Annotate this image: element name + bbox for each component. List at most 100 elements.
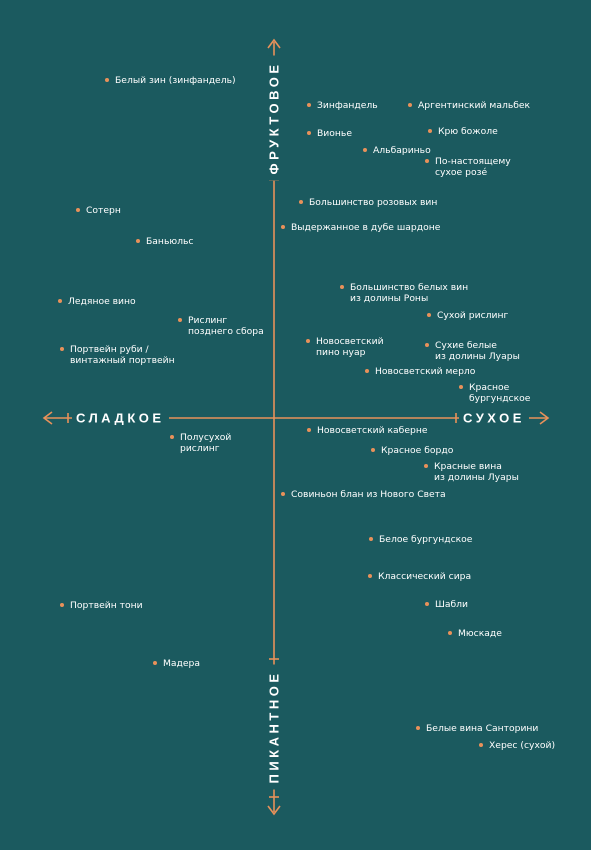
wine-label: Херес (сухой): [479, 740, 556, 751]
wine-label: Новосветский мерло: [365, 366, 476, 377]
bullet-dot-icon: [459, 385, 463, 389]
wine-name-line: Новосветский: [316, 336, 384, 347]
bullet-dot-icon: [424, 464, 428, 468]
wine-name-line: Белое бургундское: [379, 534, 473, 545]
wine-label: Красное бордо: [371, 445, 454, 456]
wine-name-line: бургундское: [469, 393, 531, 405]
wine-label: Мадера: [153, 658, 201, 669]
bullet-dot-icon: [299, 200, 303, 204]
wine-name-line: из долины Луары: [434, 472, 519, 484]
wine-name-line: Херес (сухой): [489, 740, 556, 751]
bullet-dot-icon: [281, 225, 285, 229]
wine-name-line: Портвейн тони: [70, 600, 143, 611]
axis-label-fruity: ФРУКТОВОЕ: [267, 55, 282, 181]
wine-label: Новосветский пино нуар: [306, 336, 384, 359]
wine-label: Крю божоле: [428, 126, 498, 137]
wine-name-line: из долины Роны: [350, 293, 429, 305]
wine-name-line: Красное бордо: [381, 445, 454, 456]
wine-name-line: пино нуар: [316, 347, 366, 359]
up-arrow-icon: [267, 38, 281, 49]
axis-label-dry: СУХОЕ: [459, 411, 529, 425]
bullet-dot-icon: [369, 537, 373, 541]
wine-name-line: Крю божоле: [438, 126, 498, 137]
bullet-dot-icon: [371, 448, 375, 452]
wine-name-line: Красное: [469, 382, 510, 393]
wine-name-line: Шабли: [435, 599, 468, 610]
wine-name-line: Мюскаде: [458, 628, 502, 639]
wine-label: Зинфандель: [307, 100, 378, 111]
wine-name-line: Большинство розовых вин: [309, 197, 438, 208]
wine-name-line: Классический сира: [378, 571, 472, 582]
bullet-dot-icon: [153, 661, 157, 665]
bullet-dot-icon: [281, 492, 285, 496]
wine-name-line: Сухие белые: [435, 340, 497, 351]
bullet-dot-icon: [363, 148, 367, 152]
bullet-dot-icon: [368, 574, 372, 578]
wine-label: Баньюльс: [136, 236, 193, 247]
wine-name-line: винтажный портвейн: [70, 355, 175, 367]
bullet-dot-icon: [105, 78, 109, 82]
wine-label: Рислинг позднего сбора: [178, 315, 264, 338]
wine-name-line: Вионье: [317, 128, 352, 139]
wine-name-line: позднего сбора: [188, 326, 264, 338]
wine-name-line: рислинг: [180, 443, 220, 455]
right-arrow-icon: [539, 411, 550, 425]
wine-name-line: Рислинг: [188, 315, 228, 326]
bullet-dot-icon: [365, 369, 369, 373]
wine-name-line: Сотерн: [86, 205, 121, 216]
left-arrow-icon: [42, 411, 53, 425]
bullet-dot-icon: [306, 339, 310, 343]
wine-label: Белое бургундское: [369, 534, 473, 545]
wine-name-line: Новосветский каберне: [317, 425, 428, 436]
bullet-dot-icon: [340, 285, 344, 289]
wine-name-line: Совиньон блан из Нового Света: [291, 489, 446, 500]
wine-label: Сухой рислинг: [427, 310, 509, 321]
bullet-dot-icon: [416, 726, 420, 730]
wine-label: Мюскаде: [448, 628, 502, 639]
bullet-dot-icon: [76, 208, 80, 212]
bullet-dot-icon: [60, 347, 64, 351]
wine-name-line: Мадера: [163, 658, 201, 669]
wine-label: Большинство белых вин из долины Роны: [340, 282, 469, 305]
wine-name-line: Ледяное вино: [68, 296, 136, 307]
bullet-dot-icon: [60, 603, 64, 607]
wine-name-line: сухое розé: [435, 167, 488, 179]
bullet-dot-icon: [136, 239, 140, 243]
wine-name-line: Красные вина: [434, 461, 502, 472]
wine-label: Новосветский каберне: [307, 425, 428, 436]
bullet-dot-icon: [425, 159, 429, 163]
wine-name-line: Аргентинский мальбек: [418, 100, 531, 111]
wine-label: Белые вина Санторини: [416, 723, 539, 734]
wine-label: Красные вина из долины Луары: [424, 461, 519, 484]
bullet-dot-icon: [448, 631, 452, 635]
wine-label: Аргентинский мальбек: [408, 100, 531, 111]
wine-name-line: Белые вина Санторини: [426, 723, 539, 734]
wine-name-line: Полусухой: [180, 432, 232, 443]
wine-name-line: Портвейн руби /: [70, 344, 149, 355]
wine-name-line: Большинство белых вин: [350, 282, 469, 293]
wine-name-line: Сухой рислинг: [437, 310, 509, 321]
wine-name-line: из долины Луары: [435, 351, 520, 363]
bullet-dot-icon: [428, 129, 432, 133]
wine-label: Шабли: [425, 599, 468, 610]
axis-label-savory: ПИКАНТНОЕ: [267, 664, 282, 790]
wine-label: Вионье: [307, 128, 352, 139]
wine-name-line: Белый зин (зинфандель): [115, 75, 236, 86]
bullet-dot-icon: [170, 435, 174, 439]
wine-label: Белый зин (зинфандель): [105, 75, 236, 86]
wine-label: Красное бургундское: [459, 382, 531, 405]
wine-name-line: Альбариньо: [373, 145, 431, 156]
bullet-dot-icon: [307, 428, 311, 432]
wine-label: Портвейн руби / винтажный портвейн: [60, 344, 175, 367]
bullet-dot-icon: [307, 131, 311, 135]
wine-name-line: По-настоящему: [435, 156, 511, 167]
wine-label: Классический сира: [368, 571, 472, 582]
bullet-dot-icon: [178, 318, 182, 322]
wine-label: Выдержанное в дубе шардоне: [281, 222, 440, 233]
wine-label: По-настоящему сухое розé: [425, 156, 511, 179]
wine-label: Портвейн тони: [60, 600, 143, 611]
down-arrow-icon: [267, 805, 281, 816]
wine-name-line: Новосветский мерло: [375, 366, 476, 377]
bullet-dot-icon: [307, 103, 311, 107]
